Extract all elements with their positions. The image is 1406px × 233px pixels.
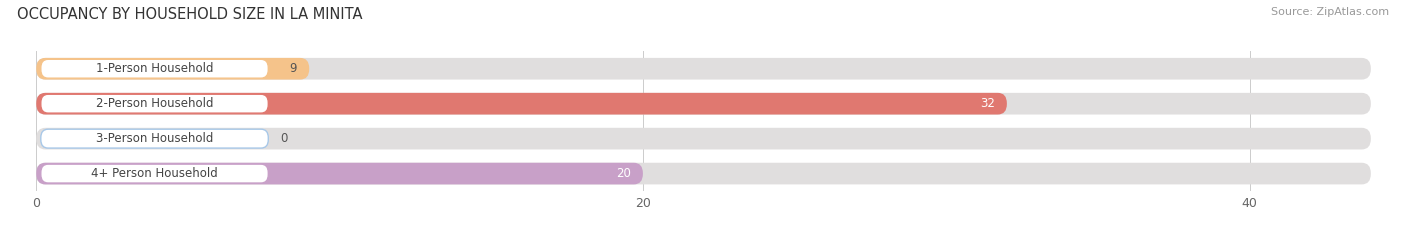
FancyBboxPatch shape bbox=[37, 58, 309, 80]
Text: 0: 0 bbox=[280, 132, 288, 145]
FancyBboxPatch shape bbox=[41, 94, 269, 113]
FancyBboxPatch shape bbox=[41, 129, 269, 148]
FancyBboxPatch shape bbox=[37, 163, 643, 185]
FancyBboxPatch shape bbox=[37, 163, 1371, 185]
FancyBboxPatch shape bbox=[37, 93, 1371, 115]
Text: 1-Person Household: 1-Person Household bbox=[96, 62, 214, 75]
Text: 9: 9 bbox=[290, 62, 297, 75]
Text: OCCUPANCY BY HOUSEHOLD SIZE IN LA MINITA: OCCUPANCY BY HOUSEHOLD SIZE IN LA MINITA bbox=[17, 7, 363, 22]
FancyBboxPatch shape bbox=[37, 128, 1371, 150]
Text: 20: 20 bbox=[616, 167, 631, 180]
FancyBboxPatch shape bbox=[41, 59, 269, 78]
Text: Source: ZipAtlas.com: Source: ZipAtlas.com bbox=[1271, 7, 1389, 17]
FancyBboxPatch shape bbox=[41, 164, 269, 183]
FancyBboxPatch shape bbox=[37, 93, 1007, 115]
Text: 4+ Person Household: 4+ Person Household bbox=[91, 167, 218, 180]
Text: 2-Person Household: 2-Person Household bbox=[96, 97, 214, 110]
Text: 3-Person Household: 3-Person Household bbox=[96, 132, 214, 145]
FancyBboxPatch shape bbox=[37, 58, 1371, 80]
Text: 32: 32 bbox=[980, 97, 994, 110]
